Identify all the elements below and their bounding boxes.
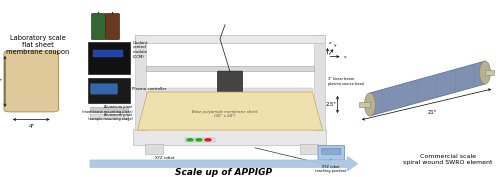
Text: Base polyamide membrane sheet
(30" x 24"): Base polyamide membrane sheet (30" x 24"… [192,110,258,118]
FancyBboxPatch shape [322,148,341,154]
Text: 2": 2" [0,79,3,84]
Circle shape [205,139,211,141]
Bar [148,88,312,92]
Bar [314,35,325,130]
Ellipse shape [364,93,376,116]
FancyBboxPatch shape [90,84,118,94]
Bar [185,138,215,142]
Text: Aluminum plate
(membrane mounting plate): Aluminum plate (membrane mounting plate) [82,105,132,114]
Text: XYZ robot
teaching pendant: XYZ robot teaching pendant [316,165,346,173]
Bar [88,42,130,74]
Polygon shape [370,61,485,116]
Bar [145,144,162,154]
Text: 3" linear beam
plasma source head: 3" linear beam plasma source head [328,77,363,86]
Text: Plasma controller: Plasma controller [132,87,167,91]
Text: Scale up of APPIGP: Scale up of APPIGP [175,168,272,177]
Text: Laboratory scale
flat sheet
membrane coupon: Laboratory scale flat sheet membrane cou… [6,35,69,55]
Bar [90,114,128,119]
Bar [146,66,314,71]
Text: Coolant
control
module
(CCM): Coolant control module (CCM) [132,41,148,59]
Text: Aluminum plate
(sample mounting stage): Aluminum plate (sample mounting stage) [88,113,132,121]
Polygon shape [485,70,494,75]
Bar [135,35,146,130]
Text: 2.5": 2.5" [326,102,337,107]
Circle shape [196,139,202,141]
Polygon shape [359,102,370,107]
Circle shape [187,139,193,141]
Bar [88,78,130,103]
Text: y: y [334,43,336,47]
Text: 21": 21" [428,110,437,115]
FancyArrowPatch shape [90,157,357,171]
Text: Commercial scale
spiral wound SWRO element: Commercial scale spiral wound SWRO eleme… [403,154,492,165]
Text: x: x [344,55,346,59]
FancyBboxPatch shape [134,130,326,146]
Bar [90,107,128,112]
Polygon shape [138,92,322,130]
FancyBboxPatch shape [92,13,106,40]
Bar [300,144,318,154]
FancyBboxPatch shape [318,145,344,160]
Text: XYZ robot: XYZ robot [156,156,174,160]
Bar [135,35,325,43]
Text: 4": 4" [28,124,34,129]
FancyBboxPatch shape [4,51,59,112]
FancyBboxPatch shape [106,13,120,40]
FancyBboxPatch shape [218,71,242,93]
Ellipse shape [480,61,490,84]
Text: z: z [329,41,331,45]
Bar [92,50,122,57]
